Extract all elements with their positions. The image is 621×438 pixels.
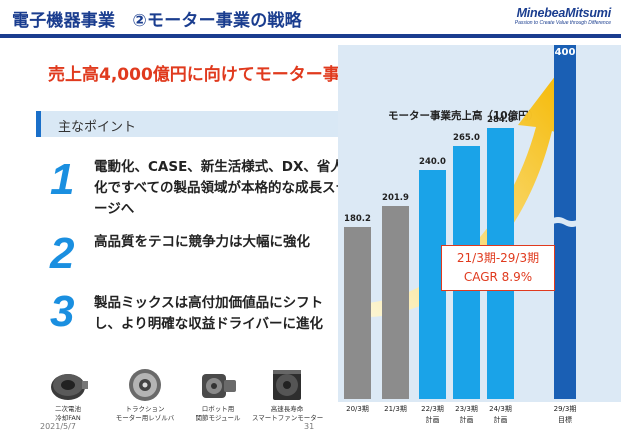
cagr-period: 21/3期-29/3期 bbox=[456, 251, 540, 265]
product-label-line2: モーター用レゾルバ bbox=[115, 414, 175, 422]
category-period: 29/3期 bbox=[553, 405, 577, 413]
product-label-line1: 二次電池 bbox=[55, 405, 81, 413]
point-number-1: 1 bbox=[50, 155, 75, 204]
category-note: 目標 bbox=[558, 416, 572, 424]
product-label-line2: スマートファンモーター bbox=[252, 414, 324, 422]
cagr-value: CAGR 8.9% bbox=[463, 270, 533, 284]
axis-break-mark bbox=[551, 217, 579, 227]
footer-date: 2021/5/7 bbox=[40, 422, 76, 431]
smart-fan-icon bbox=[265, 366, 309, 404]
points-section-label: 主なポイント bbox=[58, 120, 137, 135]
category-period: 21/3期 bbox=[384, 405, 407, 413]
category-period: 22/3期 bbox=[421, 405, 444, 413]
bar-value-label: 201.9 bbox=[382, 193, 409, 204]
logo-wordmark: MinebeaMitsumi bbox=[516, 6, 612, 20]
category-note: 計画 bbox=[459, 416, 474, 424]
product-smart-fan: 高速長寿命 スマートファンモーター bbox=[252, 366, 324, 422]
product-resolver: トラクション モーター用レゾルバ bbox=[110, 366, 180, 422]
category-label: 20/3期 bbox=[338, 404, 378, 415]
point-text-1: 電動化、CASE、新生活様式、DX、省人化ですべての製品領域が本格的な成長ステー… bbox=[94, 159, 350, 217]
resolver-icon bbox=[123, 366, 167, 404]
logo-tagline: Passion to Create Value through Differen… bbox=[514, 20, 611, 26]
point-number-2: 2 bbox=[50, 229, 75, 278]
joint-module-icon bbox=[196, 366, 240, 404]
point-number-3: 3 bbox=[50, 287, 75, 336]
category-label: 29/3期目標 bbox=[545, 404, 585, 426]
category-label: 24/3期計画 bbox=[481, 404, 521, 426]
product-label-line1: ロボット用 bbox=[201, 405, 235, 413]
product-label-line1: 高速長寿命 bbox=[270, 405, 304, 413]
point-text-3: 製品ミックスは高付加価値品にシフトし、より明確な収益ドライバーに進化 bbox=[94, 295, 324, 332]
product-label-line1: トラクション bbox=[125, 405, 165, 413]
cagr-annotation: 21/3期-29/3期 CAGR 8.9% bbox=[441, 245, 555, 291]
page-number: 31 bbox=[304, 422, 315, 431]
category-label: 22/3期計画 bbox=[413, 404, 453, 426]
bar-value-label: 400 bbox=[554, 47, 576, 58]
category-note: 計画 bbox=[425, 416, 440, 424]
category-period: 24/3期 bbox=[489, 405, 512, 413]
page-title: 電子機器事業 ②モーター事業の戦略 bbox=[12, 11, 302, 31]
bar-value-label: 240.0 bbox=[419, 156, 446, 167]
company-logo: MinebeaMitsumi Passion to Create Value t… bbox=[515, 6, 611, 26]
bar-21/3期 bbox=[382, 206, 409, 399]
product-label-line2: 冷却FAN bbox=[55, 414, 81, 422]
bar-value-label: 265.0 bbox=[453, 133, 480, 144]
header-rule bbox=[0, 34, 621, 38]
points-section-band bbox=[36, 111, 361, 137]
category-label: 23/3期計画 bbox=[447, 404, 487, 426]
product-label-line2: 関節モジュール bbox=[195, 414, 241, 422]
fan-motor-icon bbox=[46, 366, 90, 404]
category-label: 21/3期 bbox=[376, 404, 416, 415]
product-fan: 二次電池 冷却FAN bbox=[33, 366, 103, 422]
category-period: 20/3期 bbox=[346, 405, 369, 413]
bar-value-label: 284.0 bbox=[487, 114, 514, 125]
chart-title: モーター事業売上高（10億円） bbox=[388, 110, 540, 122]
bar-value-label: 180.2 bbox=[344, 214, 371, 224]
category-note: 計画 bbox=[493, 416, 508, 424]
category-period: 23/3期 bbox=[455, 405, 478, 413]
point-text-2: 高品質をテコに競争力は大幅に強化 bbox=[94, 234, 310, 250]
product-joint: ロボット用 関節モジュール bbox=[183, 366, 253, 422]
bar-20/3期 bbox=[344, 227, 371, 399]
